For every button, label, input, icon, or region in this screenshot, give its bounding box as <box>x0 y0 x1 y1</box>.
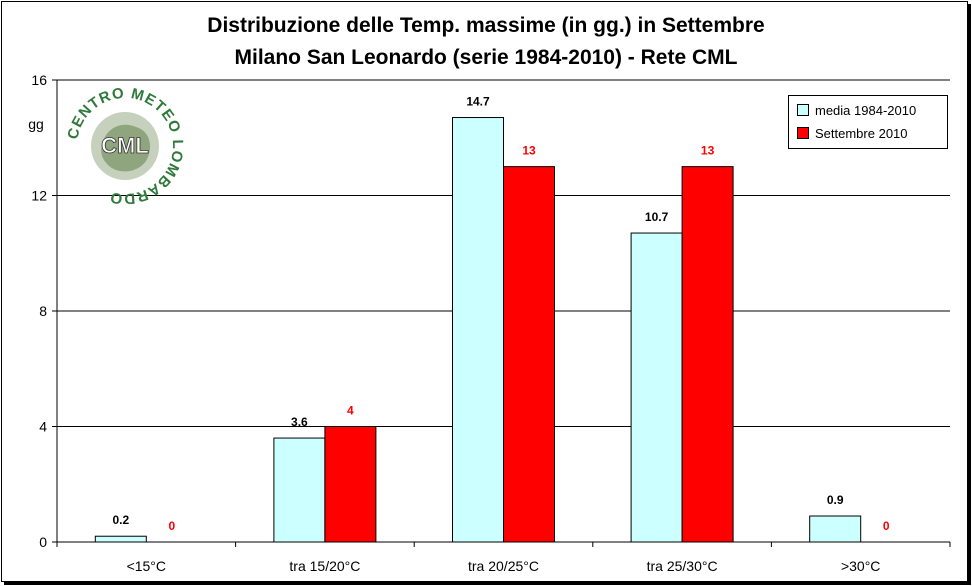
legend-item-media: media 1984-2010 <box>797 102 916 118</box>
bar <box>94 535 147 543</box>
data-label: 13 <box>522 144 536 158</box>
x-tick-label: <15°C <box>127 558 166 574</box>
x-tick-label: >30°C <box>841 558 880 574</box>
bar <box>630 232 683 543</box>
data-label: 4 <box>347 404 354 418</box>
x-tick-label: tra 15/20°C <box>289 558 360 574</box>
data-label: 0 <box>883 519 890 533</box>
bar <box>681 166 734 543</box>
data-label: 3.6 <box>291 415 308 429</box>
data-label: 0.9 <box>827 493 844 507</box>
legend-label-settembre: Settembre 2010 <box>815 125 908 141</box>
y-axis-label: gg <box>28 116 44 132</box>
chart-title: Distribuzione delle Temp. massime (in gg… <box>207 14 765 37</box>
y-tick-label: 4 <box>39 419 47 435</box>
bar <box>809 515 862 543</box>
y-tick-label: 0 <box>39 534 47 550</box>
bar <box>273 437 326 543</box>
legend-swatch-settembre <box>797 127 809 139</box>
data-label: 0.2 <box>112 513 129 527</box>
data-label: 14.7 <box>466 95 490 109</box>
legend: media 1984-2010 Settembre 2010 <box>788 95 948 149</box>
bar <box>324 426 377 543</box>
data-label: 13 <box>701 144 715 158</box>
legend-swatch-media <box>797 104 809 116</box>
bar <box>452 117 504 543</box>
y-tick-label: 16 <box>31 72 47 88</box>
chart-subtitle: Milano San Leonardo (serie 1984-2010) - … <box>234 46 738 69</box>
y-tick-label: 12 <box>31 188 47 204</box>
bar <box>503 166 555 543</box>
data-label: 0 <box>168 519 175 533</box>
cml-logo: CENTRO METEO LOMBARDO CML <box>64 85 185 208</box>
x-tick-label: tra 25/30°C <box>647 558 718 574</box>
y-tick-label: 8 <box>39 303 47 319</box>
legend-label-media: media 1984-2010 <box>815 102 917 118</box>
logo-center-text: CML <box>101 133 149 158</box>
legend-item-settembre: Settembre 2010 <box>797 125 908 141</box>
data-label: 10.7 <box>645 210 669 224</box>
x-tick-label: tra 20/25°C <box>468 558 539 574</box>
